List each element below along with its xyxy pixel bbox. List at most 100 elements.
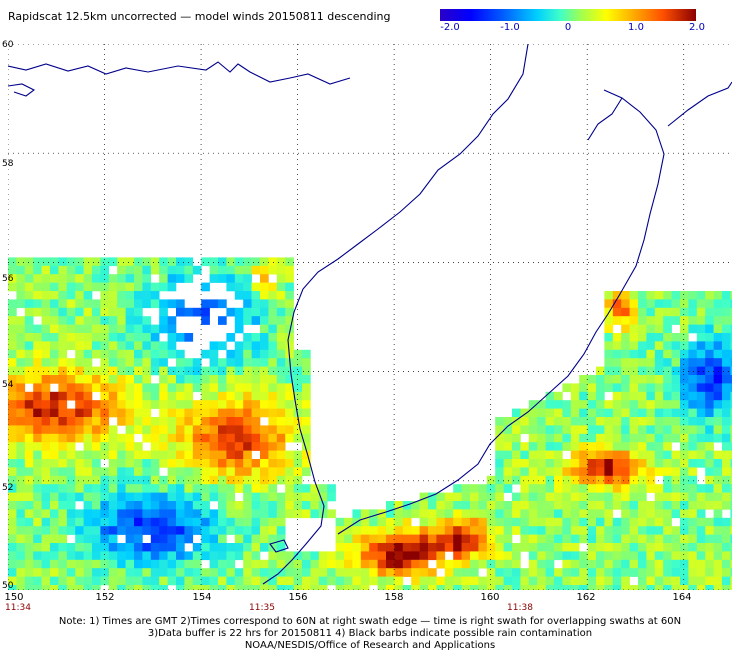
wind-cell bbox=[705, 568, 714, 577]
wind-cell bbox=[184, 400, 194, 409]
wind-cell bbox=[150, 291, 160, 300]
wind-cell bbox=[344, 585, 353, 590]
wind-cell bbox=[24, 568, 34, 577]
wind-cell bbox=[192, 408, 202, 418]
wind-cell bbox=[167, 559, 177, 569]
wind-cell bbox=[293, 366, 303, 376]
wind-cell bbox=[318, 484, 328, 493]
wind-cell bbox=[234, 257, 244, 267]
wind-cell bbox=[192, 492, 202, 502]
wind-cell bbox=[260, 358, 269, 367]
wind-cell bbox=[16, 400, 26, 409]
wind-cell bbox=[285, 307, 294, 317]
wind-cell bbox=[276, 299, 286, 309]
wind-cell bbox=[428, 509, 437, 519]
wind-cell bbox=[192, 358, 202, 367]
wind-cell bbox=[125, 459, 135, 468]
wind-cell bbox=[419, 543, 429, 552]
wind-cell bbox=[276, 425, 286, 435]
wind-cell bbox=[545, 417, 555, 426]
wind-cell bbox=[134, 467, 143, 477]
wind-cell bbox=[478, 543, 488, 552]
wind-cell bbox=[696, 358, 706, 367]
wind-cell bbox=[184, 492, 194, 502]
wind-cell bbox=[713, 517, 723, 527]
wind-cell bbox=[234, 534, 244, 544]
wind-cell bbox=[243, 400, 252, 409]
wind-cell bbox=[50, 375, 59, 384]
wind-cell bbox=[503, 484, 513, 493]
wind-cell bbox=[251, 333, 261, 342]
wind-cell bbox=[554, 408, 563, 418]
wind-cell bbox=[470, 492, 479, 502]
wind-cell bbox=[218, 366, 227, 376]
wind-cell bbox=[562, 400, 572, 409]
wind-cell bbox=[75, 257, 84, 267]
wind-cell bbox=[218, 559, 227, 569]
wind-cell bbox=[604, 501, 614, 510]
wind-cell bbox=[302, 501, 311, 510]
wind-cell bbox=[444, 534, 454, 544]
wind-cell bbox=[41, 526, 51, 535]
wind-cell bbox=[192, 417, 202, 426]
wind-cell bbox=[24, 375, 34, 384]
wind-cell bbox=[461, 585, 471, 590]
wind-cell bbox=[638, 433, 647, 443]
wind-cell bbox=[33, 459, 42, 468]
wind-cell bbox=[243, 526, 252, 535]
wind-cell bbox=[58, 467, 68, 477]
wind-cell bbox=[663, 349, 672, 359]
wind-cell bbox=[335, 543, 345, 552]
wind-cell bbox=[554, 543, 563, 552]
wind-cell bbox=[436, 526, 446, 535]
wind-cell bbox=[495, 484, 504, 493]
wind-cell bbox=[537, 475, 546, 485]
wind-cell bbox=[285, 551, 294, 561]
wind-cell bbox=[150, 509, 160, 519]
wind-swath bbox=[8, 257, 732, 590]
wind-cell bbox=[24, 333, 34, 342]
wind-cell bbox=[730, 408, 732, 418]
wind-cell bbox=[218, 400, 227, 409]
wind-cell bbox=[579, 450, 588, 460]
wind-cell bbox=[688, 299, 698, 309]
colorbar bbox=[440, 9, 696, 21]
wind-cell bbox=[24, 400, 34, 409]
wind-cell bbox=[688, 534, 698, 544]
wind-cell bbox=[696, 585, 706, 590]
wind-cell bbox=[184, 417, 194, 426]
wind-cell bbox=[638, 559, 647, 569]
wind-cell bbox=[587, 450, 597, 460]
wind-cell bbox=[142, 265, 152, 275]
wind-cell bbox=[503, 526, 513, 535]
wind-cell bbox=[234, 417, 244, 426]
wind-cell bbox=[234, 391, 244, 401]
wind-cell bbox=[66, 551, 76, 561]
wind-cell bbox=[520, 517, 530, 527]
wind-cell bbox=[134, 526, 143, 535]
wind-cell bbox=[612, 559, 622, 569]
wind-cell bbox=[562, 492, 572, 502]
wind-cell bbox=[125, 358, 135, 367]
wind-cell bbox=[150, 257, 160, 267]
wind-cell bbox=[66, 408, 76, 418]
wind-cell bbox=[108, 316, 118, 325]
wind-cell bbox=[167, 265, 177, 275]
wind-cell bbox=[453, 492, 462, 502]
wind-cell bbox=[696, 517, 706, 527]
wind-cell bbox=[654, 559, 664, 569]
wind-cell bbox=[327, 492, 336, 502]
wind-cell bbox=[159, 543, 168, 552]
lon-label: 156 bbox=[288, 592, 308, 603]
wind-cell bbox=[596, 450, 605, 460]
wind-cell bbox=[554, 475, 563, 485]
wind-cell bbox=[629, 433, 639, 443]
wind-cell bbox=[92, 433, 101, 443]
wind-cell bbox=[218, 417, 227, 426]
wind-cell bbox=[486, 501, 496, 510]
wind-cell bbox=[680, 391, 689, 401]
wind-cell bbox=[218, 425, 227, 435]
wind-cell bbox=[83, 282, 93, 292]
wind-cell bbox=[33, 391, 42, 401]
wind-cell bbox=[92, 450, 101, 460]
